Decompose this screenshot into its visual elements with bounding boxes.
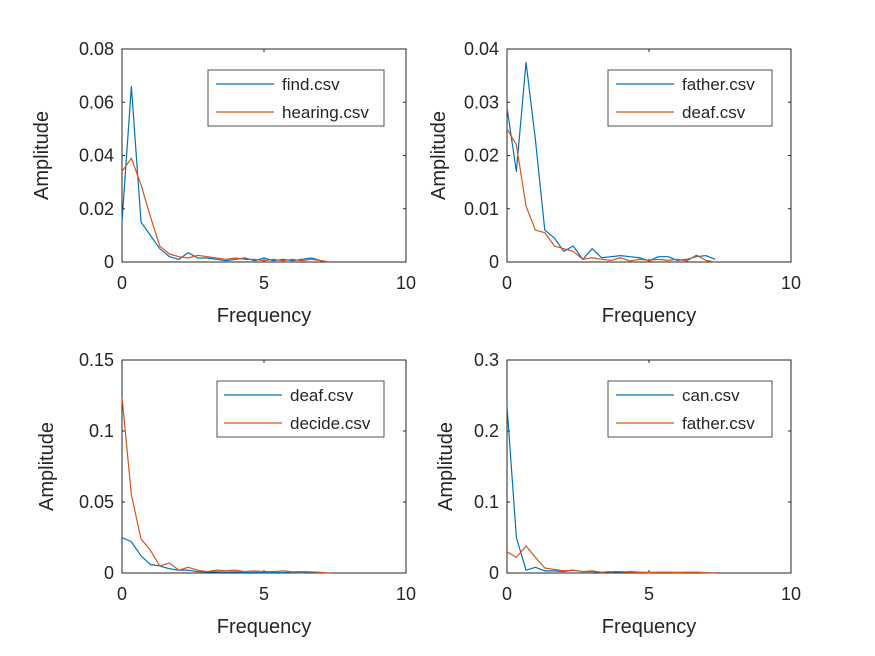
subplot-4: 0 0.1 0.2 0.3 0 5 10 Frequency Amplitude can.…: [435, 350, 801, 638]
subplot-3-xtick-label: 10: [396, 584, 416, 604]
subplot-3-xlabel: Frequency: [217, 616, 312, 638]
subplot-2-xtick-label: 5: [644, 273, 654, 293]
subplot-1-ylabel: Amplitude: [31, 111, 53, 200]
subplot-1-legend-label-1: find.csv: [282, 75, 340, 94]
subplot-2: 0 0.01 0.02 0.03 0.04 0 5 10 Frequency Amplitu…: [428, 39, 801, 327]
subplot-1-ytick-label: 0.02: [79, 199, 114, 219]
subplot-4-xtick-label: 10: [781, 584, 801, 604]
subplot-1-ytick-label: 0.04: [79, 146, 114, 166]
subplot-1: 0 0.02 0.04 0.06 0.08 0 5 10 Frequency Amplitu…: [31, 39, 416, 327]
subplot-2-ytick-label: 0.02: [464, 146, 499, 166]
subplot-1-ytick-label: 0.06: [79, 92, 114, 112]
subplot-1-x-ticks: 0 5 10: [117, 49, 416, 293]
subplot-1-legend-label-2: hearing.csv: [282, 103, 369, 122]
subplot-4-series-lines: [506, 406, 716, 574]
subplot-1-xtick-label: 0: [117, 273, 127, 293]
subplot-2-x-ticks: 0 5 10: [502, 49, 801, 293]
subplot-4-ytick-label: 0.3: [474, 350, 499, 370]
subplot-2-series-lines: [506, 61, 716, 263]
subplot-3-ytick-label: 0.1: [89, 421, 114, 441]
subplot-2-xtick-label: 0: [502, 273, 512, 293]
subplot-4-xlabel: Frequency: [602, 616, 697, 638]
subplot-1-xlabel: Frequency: [217, 305, 312, 327]
subplot-3-legend-box: [216, 380, 385, 438]
subplot-2-ytick-label: 0.01: [464, 199, 499, 219]
subplot-4-ytick-label: 0.1: [474, 492, 499, 512]
subplot-4-legend: can.csv father.csv: [607, 380, 773, 438]
subplot-2-legend-box: [607, 69, 773, 127]
subplot-2-series-2-line: [506, 128, 716, 263]
subplot-2-legend-label-2: deaf.csv: [682, 103, 746, 122]
subplot-2-ytick-label: 0.03: [464, 92, 499, 112]
subplot-4-xtick-label: 0: [502, 584, 512, 604]
subplot-3-legend: deaf.csv decide.csv: [216, 380, 385, 438]
subplot-3-legend-label-2: decide.csv: [290, 414, 371, 433]
subplot-2-y-ticks: 0 0.01 0.02 0.03 0.04: [464, 39, 791, 272]
subplot-2-legend-label-1: father.csv: [682, 75, 755, 94]
subplot-3-series-1-line: [121, 536, 331, 574]
subplot-1-ytick-label: 0.08: [79, 39, 114, 59]
subplot-3-legend-label-1: deaf.csv: [290, 386, 354, 405]
subplot-3-x-ticks: 0 5 10: [117, 360, 416, 604]
subplot-1-legend-box: [207, 69, 385, 127]
subplot-2-xlabel: Frequency: [602, 305, 697, 327]
subplot-2-ytick-label: 0: [489, 252, 499, 272]
subplot-4-ylabel: Amplitude: [435, 422, 457, 511]
subplot-3-ytick-label: 0: [104, 563, 114, 583]
subplot-3-y-ticks: 0 0.05 0.1 0.15: [79, 350, 406, 583]
subplot-4-series-2-line: [506, 545, 716, 574]
subplot-1-legend: find.csv hearing.csv: [207, 69, 385, 127]
subplot-1-ytick-label: 0: [104, 252, 114, 272]
subplot-4-ytick-label: 0: [489, 563, 499, 583]
subplot-3: 0 0.05 0.1 0.15 0 5 10 Frequency Amplitude de…: [36, 350, 416, 638]
subplot-4-ytick-label: 0.2: [474, 421, 499, 441]
subplot-1-xtick-label: 10: [396, 273, 416, 293]
subplot-3-series-lines: [121, 396, 331, 574]
subplot-1-series-2-line: [121, 157, 331, 263]
subplot-3-series-2-line: [121, 396, 331, 574]
subplot-4-x-ticks: 0 5 10: [502, 360, 801, 604]
subplot-1-y-ticks: 0 0.02 0.04 0.06 0.08: [79, 39, 406, 272]
subplot-3-xtick-label: 5: [259, 584, 269, 604]
subplot-3-xtick-label: 0: [117, 584, 127, 604]
subplot-2-ylabel: Amplitude: [428, 111, 450, 200]
subplot-3-ytick-label: 0.15: [79, 350, 114, 370]
subplot-1-series-lines: [121, 85, 331, 263]
subplot-2-legend: father.csv deaf.csv: [607, 69, 773, 127]
subplot-2-xtick-label: 10: [781, 273, 801, 293]
subplot-1-xtick-label: 5: [259, 273, 269, 293]
subplot-2-ytick-label: 0.04: [464, 39, 499, 59]
subplot-4-legend-box: [607, 380, 773, 438]
subplot-4-xtick-label: 5: [644, 584, 654, 604]
subplot-3-ylabel: Amplitude: [36, 422, 58, 511]
subplot-4-legend-label-1: can.csv: [682, 386, 740, 405]
subplot-3-ytick-label: 0.05: [79, 492, 114, 512]
subplot-4-legend-label-2: father.csv: [682, 414, 755, 433]
